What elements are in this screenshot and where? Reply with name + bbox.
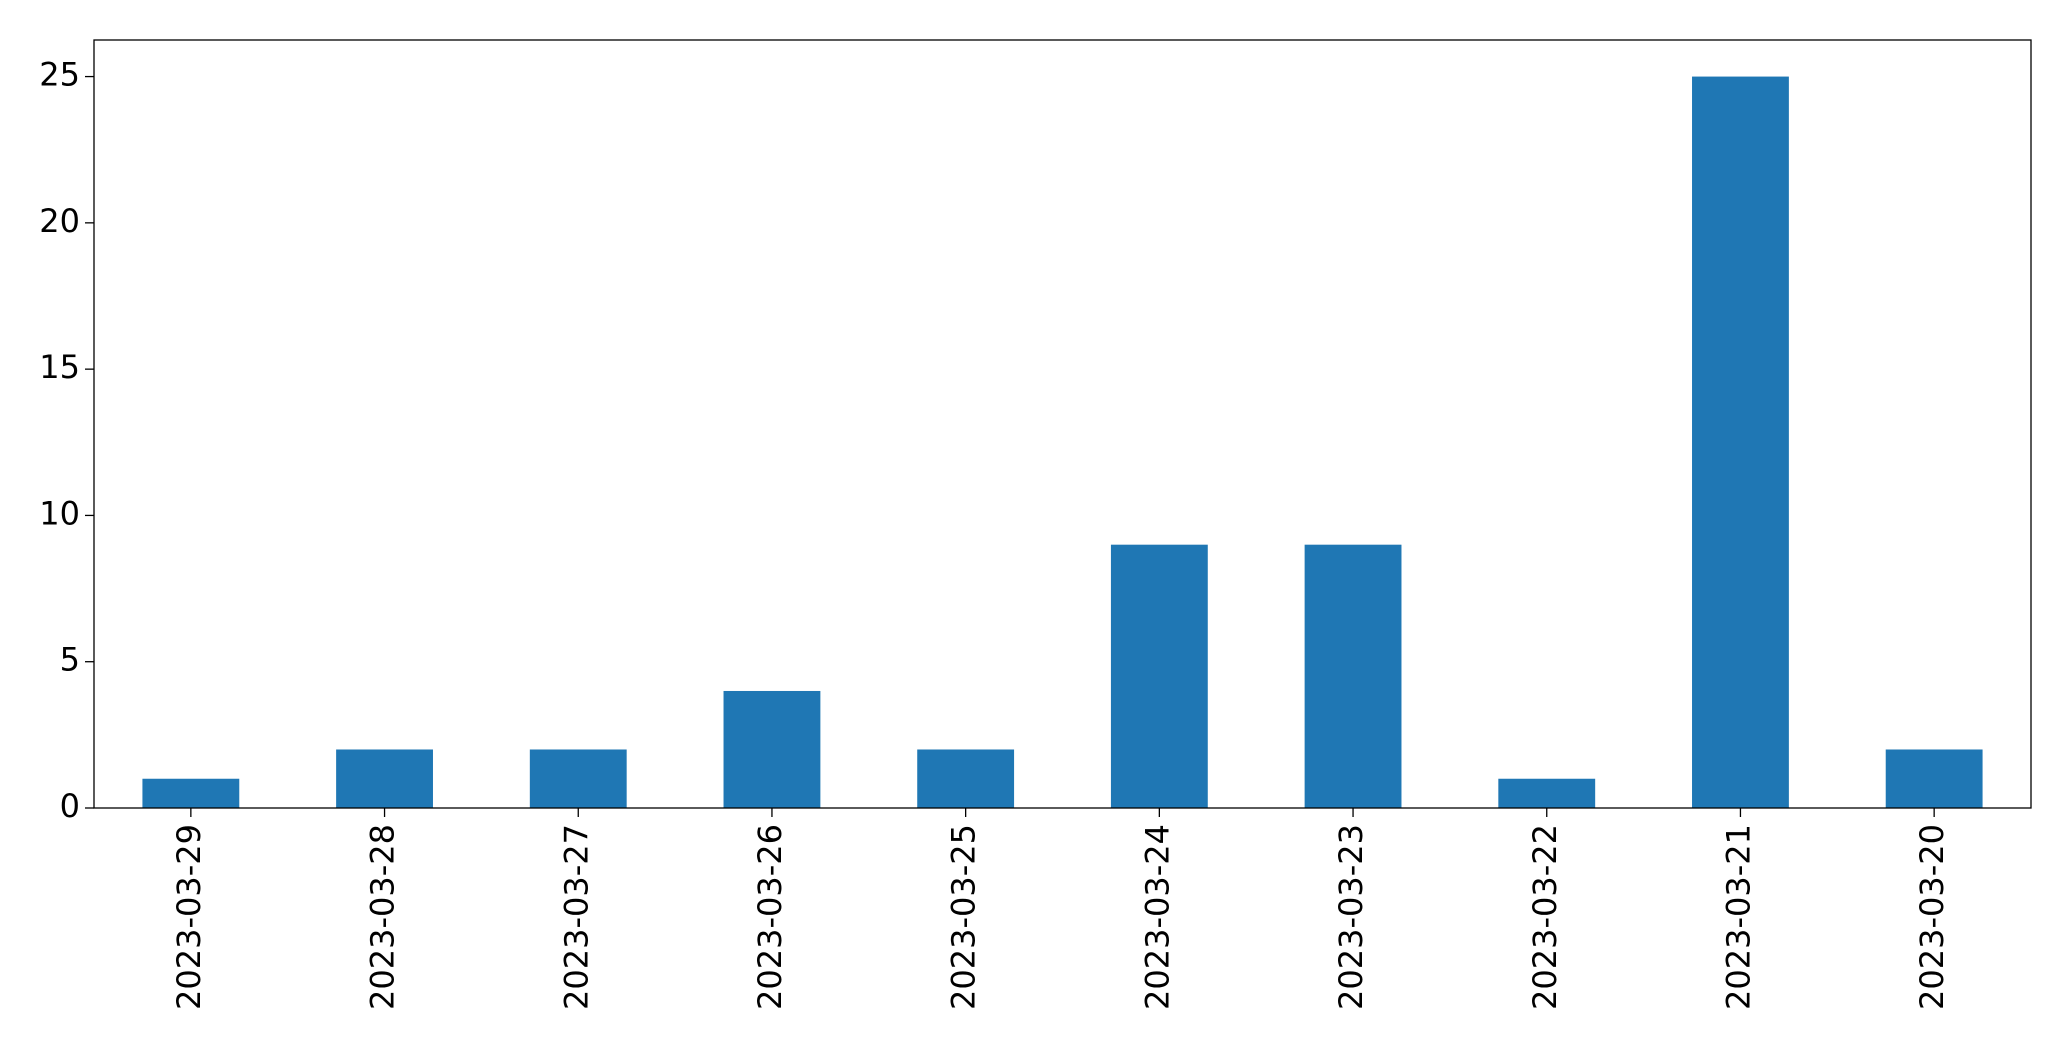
- bar: [1110, 544, 1208, 808]
- x-tick-label: 2023-03-21: [1719, 824, 1757, 1010]
- plot-frame: [93, 39, 2032, 809]
- bar: [529, 749, 627, 808]
- bar: [917, 749, 1015, 808]
- x-tick-label: 2023-03-27: [557, 824, 595, 1010]
- bar: [1885, 749, 1983, 808]
- bar: [1498, 778, 1596, 808]
- y-tick-label: 0: [60, 787, 80, 825]
- x-tick-label: 2023-03-29: [170, 824, 208, 1010]
- bar: [723, 690, 821, 808]
- y-tick-label: 25: [39, 56, 80, 94]
- x-tick-label: 2023-03-26: [751, 824, 789, 1010]
- x-tick-label: 2023-03-23: [1332, 824, 1370, 1010]
- x-tick-label: 2023-03-20: [1913, 824, 1951, 1010]
- bar: [1304, 544, 1402, 808]
- y-tick-label: 20: [39, 202, 80, 240]
- bar: [336, 749, 433, 808]
- x-tick-label: 2023-03-25: [945, 824, 983, 1010]
- y-tick-label: 5: [60, 641, 80, 679]
- bar: [142, 778, 240, 808]
- x-tick-label: 2023-03-22: [1526, 824, 1564, 1010]
- x-tick-label: 2023-03-24: [1138, 824, 1176, 1010]
- x-tick-label: 2023-03-28: [364, 824, 402, 1010]
- y-tick-label: 15: [39, 348, 80, 386]
- y-tick-label: 10: [39, 494, 80, 532]
- bar: [1692, 76, 1789, 809]
